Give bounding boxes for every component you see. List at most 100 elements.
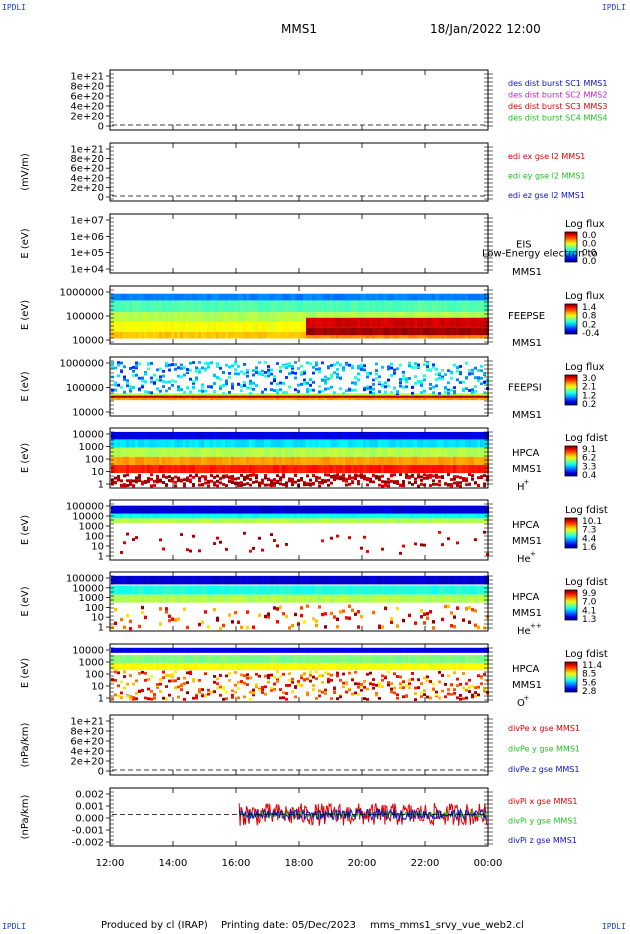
p5-spectro-cell xyxy=(318,395,321,398)
p4-spectro-cell xyxy=(204,300,207,313)
p6-spectro-cell xyxy=(330,447,333,457)
p8-spectro-cell xyxy=(222,585,225,595)
p2-frame xyxy=(109,142,489,202)
p6-spectro-cell xyxy=(153,447,156,457)
p9-spectro-cell xyxy=(153,655,156,663)
p6-spectro-cell xyxy=(471,474,474,477)
p4-spectro-cell xyxy=(348,327,351,336)
p4-spectro-cell xyxy=(390,327,393,336)
p5-spectro-cell xyxy=(384,397,387,401)
p6-spectro-cell xyxy=(360,456,363,465)
p8-spectro-cell xyxy=(201,575,204,585)
p5-spectro-cell xyxy=(189,397,192,401)
p5-spectro-cell xyxy=(411,397,414,401)
p6-spectro-cell xyxy=(348,482,351,486)
p6-spectro-cell xyxy=(198,479,201,483)
p9-spectro-cell xyxy=(213,680,216,684)
p8-spectro-cell xyxy=(240,575,243,585)
p5-spectro-cell xyxy=(279,388,282,392)
p4-spectro-cell xyxy=(465,317,468,328)
p4-spectro-cell xyxy=(444,327,447,336)
p5-spectro-cell xyxy=(231,393,234,396)
p6-spectro-cell xyxy=(264,456,267,465)
p9-spectro-cell xyxy=(294,655,297,663)
p5-spectro-cell xyxy=(441,393,444,396)
p9-spectro-cell xyxy=(273,647,276,653)
p7-spectro-cell xyxy=(354,513,357,519)
p7-spectro-cell xyxy=(447,513,450,519)
p4-spectro-cell xyxy=(303,300,306,313)
p6-spectro-cell xyxy=(336,464,339,474)
p4-spectro-cell xyxy=(162,293,165,301)
p8-spectro-cell xyxy=(393,594,396,603)
p7-spectro-cell xyxy=(423,543,426,547)
p7-spectro-cell xyxy=(231,513,234,519)
p4-spectro-cell xyxy=(270,331,273,339)
p7-spectro-cell xyxy=(225,513,228,519)
p9-spectro-cell xyxy=(219,685,222,689)
p9-spectro-cell xyxy=(411,677,414,681)
p9-spectro-cell xyxy=(321,655,324,663)
p8-spectro-cell xyxy=(168,614,171,619)
p6-spectro-cell xyxy=(375,476,378,480)
p9-spectro-cell xyxy=(162,655,165,663)
p7-spectro-cell xyxy=(213,518,216,524)
p4-spectro-cell xyxy=(381,293,384,301)
p8-spectro-cell xyxy=(408,594,411,603)
p8-spectro-cell xyxy=(423,585,426,595)
p6-spectro-cell xyxy=(120,456,123,465)
p6-spectro-cell xyxy=(123,474,126,478)
p4-spectro-cell xyxy=(180,312,183,322)
p9-spectro-cell xyxy=(366,662,369,671)
p9-spectro-cell xyxy=(453,671,456,675)
p6-spectro-cell xyxy=(336,473,339,477)
p8-spectro-cell xyxy=(471,594,474,603)
p7-spectro-cell xyxy=(246,505,249,514)
p9-spectro-cell xyxy=(114,655,117,663)
p6-spectro-cell xyxy=(306,483,309,486)
p7-spectro-cell xyxy=(468,513,471,519)
p5-spectro-cell xyxy=(189,395,192,398)
p6-spectro-cell xyxy=(330,456,333,465)
p5-colorbar-tick: 2.1 xyxy=(582,383,596,393)
p5-spectro-cell xyxy=(312,393,315,396)
p5-spectro-cell xyxy=(168,393,171,396)
p4-spectro-cell xyxy=(405,317,408,328)
p6-spectro-cell xyxy=(414,456,417,465)
p6-spectro-cell xyxy=(417,439,420,448)
p7-spectro-cell xyxy=(303,513,306,519)
p6-spectro-cell xyxy=(240,481,243,485)
p9-spectro-cell xyxy=(438,647,441,653)
p5-spectro-cell xyxy=(363,368,366,372)
p8-spectro-cell xyxy=(120,585,123,595)
p6-spectro-cell xyxy=(225,484,228,487)
p6-spectro-cell xyxy=(435,447,438,457)
p5-spectro-cell xyxy=(435,397,438,401)
p8-spectro-cell xyxy=(462,618,465,622)
p5-spectro-cell xyxy=(387,393,390,396)
p4-spectro-cell xyxy=(357,327,360,336)
p9-spectro-cell xyxy=(348,671,351,675)
p4-spectro-cell xyxy=(120,293,123,301)
p9-spectro-cell xyxy=(468,678,471,682)
p4-spectro-cell xyxy=(222,300,225,313)
p9-spectro-cell xyxy=(249,690,252,694)
p7-spectro-cell xyxy=(240,505,243,514)
p6-spectro-cell xyxy=(135,464,138,474)
p5-spectro-cell xyxy=(138,376,141,380)
p5-spectro-cell xyxy=(306,397,309,401)
p9-spectro-cell xyxy=(132,682,135,686)
p5-spectro-cell xyxy=(306,387,309,391)
p9-spectro-cell xyxy=(423,662,426,671)
p9-spectro-cell xyxy=(132,662,135,671)
p9-spectro-cell xyxy=(438,655,441,663)
p5-spectro-cell xyxy=(183,397,186,401)
p5-spectro-cell xyxy=(447,392,450,395)
p4-spectro-cell xyxy=(333,300,336,313)
p8-spectro-cell xyxy=(375,594,378,603)
p6-spectro-cell xyxy=(210,447,213,457)
p4-spectro-cell xyxy=(345,327,348,336)
p7-spectro-cell xyxy=(432,513,435,519)
p7-spectro-cell xyxy=(345,513,348,519)
p7-spectro-cell xyxy=(318,518,321,524)
